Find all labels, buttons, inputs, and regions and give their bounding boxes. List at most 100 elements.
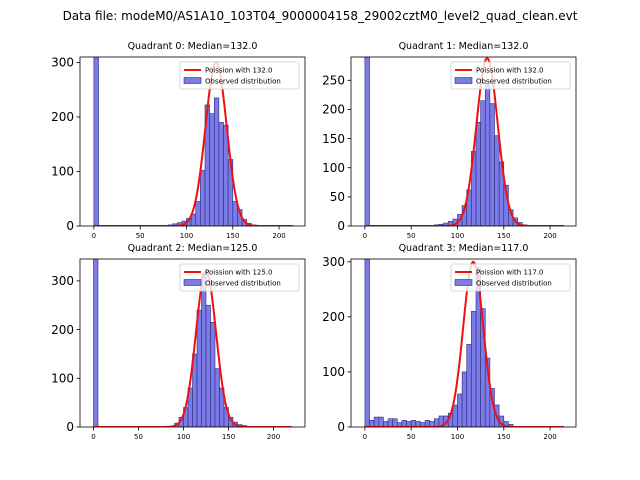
histogram-bar	[471, 311, 477, 427]
x-tick-label: 150	[497, 232, 510, 240]
histogram-bar	[373, 416, 380, 427]
x-tick-label: 0	[363, 232, 367, 240]
histogram-bar	[461, 371, 468, 427]
y-tick-label: 200	[322, 103, 345, 117]
y-tick-label: 200	[322, 310, 345, 324]
legend-bar-swatch	[454, 279, 473, 286]
legend-label-poisson: Poission with 132.0	[205, 67, 273, 75]
x-tick-label: 100	[180, 232, 193, 240]
legend-label-poisson: Poission with 125.0	[205, 269, 273, 277]
legend-label-observed: Observed distribution	[476, 78, 552, 86]
legend-box	[450, 263, 571, 292]
x-tick-label: 100	[451, 232, 464, 240]
subplot-title: Quadrant 0: Median=132.0	[128, 41, 258, 52]
x-tick-label: 50	[407, 232, 416, 240]
histogram-bar	[494, 135, 500, 226]
histogram-bar	[214, 368, 220, 427]
subplot-quadrant-0: 0 100 200 300 0 50 100 150 200 Quadrant 0: Median…	[51, 41, 306, 240]
y-tick-label: 300	[322, 255, 345, 269]
legend-label-poisson: Poission with 117.0	[476, 269, 544, 277]
x-tick-label: 0	[363, 433, 367, 441]
histogram-bar	[200, 170, 206, 226]
legend-box	[179, 61, 300, 90]
legend-box	[450, 61, 571, 90]
y-tick-label: 150	[322, 132, 345, 146]
histogram-bar	[508, 423, 514, 427]
histogram-bar	[452, 404, 458, 427]
plot-area	[93, 259, 292, 427]
figure-title: Data file: modeM0/AS1A10_103T04_90000041…	[63, 9, 578, 23]
histogram-bar	[364, 57, 370, 226]
poisson-curve	[364, 260, 564, 427]
y-tick-label: 200	[51, 110, 74, 124]
histogram-bar	[209, 113, 215, 226]
y-tick-label: 50	[330, 190, 345, 204]
x-tick-label: 150	[226, 232, 239, 240]
histogram-bar	[457, 393, 463, 427]
y-tick-label: 0	[66, 219, 74, 233]
histogram-bar	[205, 304, 211, 427]
histogram-bar	[213, 97, 220, 226]
histogram-bar	[196, 309, 202, 427]
legend-label-observed: Observed distribution	[205, 280, 281, 288]
subplot-quadrant-2: 0 100 200 300 0 50 100 150 200 Quadrant 2: Median…	[51, 243, 306, 441]
x-tick-label: 150	[497, 433, 510, 441]
x-tick-label: 50	[407, 433, 416, 441]
histogram-bar	[387, 418, 393, 427]
x-tick-label: 100	[451, 433, 464, 441]
y-tick-label: 300	[51, 56, 74, 70]
histogram-bar	[210, 322, 216, 427]
y-tick-label: 100	[51, 372, 74, 386]
subplots: 0 100 200 300 0 50 100 150 200 Quadrant 0: Median…	[51, 41, 577, 441]
legend-bar-swatch	[183, 77, 202, 84]
subplot-title: Quadrant 1: Median=132.0	[399, 41, 529, 52]
histogram-bar	[466, 344, 472, 427]
subplot-quadrant-3: 0 100 200 300 0 50 100 150 200 Quadrant 3: Median…	[322, 243, 577, 441]
histogram-bar	[93, 57, 99, 226]
histogram-bar	[93, 259, 99, 427]
legend-label-observed: Observed distribution	[476, 280, 552, 288]
y-tick-label: 250	[322, 74, 345, 88]
y-tick-label: 100	[51, 165, 74, 179]
legend-label-poisson: Poission with 132.0	[476, 67, 544, 75]
axes-frame	[79, 258, 306, 428]
histogram-bar	[484, 82, 491, 226]
legend-label-observed: Observed distribution	[205, 78, 281, 86]
y-tick-label: 100	[322, 365, 345, 379]
histogram-bar	[218, 122, 224, 226]
subplot-quadrant-1: 0 50 100 150 200 250 0 50 100 150 200 Quadrant 1: M…	[322, 41, 577, 240]
axes-frame	[79, 56, 306, 227]
histogram-bar	[475, 121, 481, 226]
x-tick-label: 200	[543, 232, 556, 240]
y-tick-label: 0	[66, 420, 74, 434]
x-tick-label: 0	[92, 232, 96, 240]
y-tick-label: 0	[337, 420, 345, 434]
histogram-bar	[378, 416, 384, 427]
legend-box	[179, 263, 300, 292]
x-tick-label: 100	[177, 433, 190, 441]
legend-bar-swatch	[183, 279, 202, 286]
histogram-bar	[489, 103, 495, 226]
histogram-bar	[201, 273, 207, 427]
histogram-bar	[195, 201, 201, 226]
y-tick-label: 200	[51, 323, 74, 337]
x-tick-label: 150	[222, 433, 235, 441]
histogram-bar	[480, 100, 486, 226]
axes-frame	[350, 258, 577, 428]
plot-area	[364, 259, 564, 427]
plot-area	[364, 57, 564, 226]
x-tick-label: 50	[134, 433, 143, 441]
x-tick-label: 50	[136, 232, 145, 240]
y-tick-label: 300	[51, 274, 74, 288]
x-tick-label: 0	[91, 433, 95, 441]
axes-frame	[350, 56, 577, 227]
subplot-title: Quadrant 2: Median=125.0	[128, 243, 258, 254]
subplot-title: Quadrant 3: Median=117.0	[399, 243, 529, 254]
poisson-curve	[93, 269, 292, 427]
y-tick-label: 100	[322, 161, 345, 175]
x-tick-label: 200	[543, 433, 556, 441]
histogram-bar	[364, 259, 370, 427]
y-tick-label: 0	[337, 219, 345, 233]
legend-bar-swatch	[454, 77, 473, 84]
